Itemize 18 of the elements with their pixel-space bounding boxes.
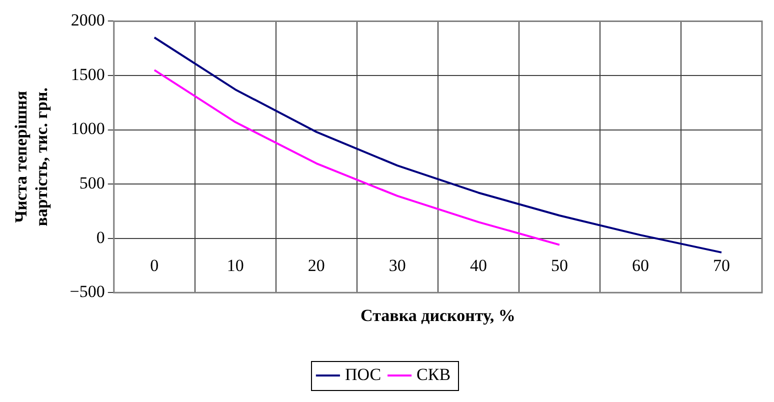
x-tick-label: 0 xyxy=(150,256,159,276)
legend-label: ПОС xyxy=(344,364,382,384)
y-axis-title: Чиста теперішня вартість, тис. грн. xyxy=(12,88,51,226)
y-tick-label: 500 xyxy=(79,174,105,193)
x-axis-title: Ставка дисконту, % xyxy=(360,306,516,326)
y-tick-label: 1000 xyxy=(70,119,105,138)
y-tick-label: 0 xyxy=(96,228,105,247)
x-tick-label: 20 xyxy=(308,256,325,276)
x-tick-label: 40 xyxy=(470,256,487,276)
x-tick-label: 50 xyxy=(550,256,568,276)
y-tick-label: −500 xyxy=(70,282,105,302)
x-tick-label: 10 xyxy=(226,256,244,276)
legend-label: СКВ xyxy=(416,364,451,384)
y-tick-label: 1500 xyxy=(70,64,105,84)
x-tick-label: 60 xyxy=(632,256,649,276)
x-tick-label: 30 xyxy=(388,256,406,276)
y-tick-label: 2000 xyxy=(70,10,105,30)
x-tick-label: 70 xyxy=(712,256,730,276)
